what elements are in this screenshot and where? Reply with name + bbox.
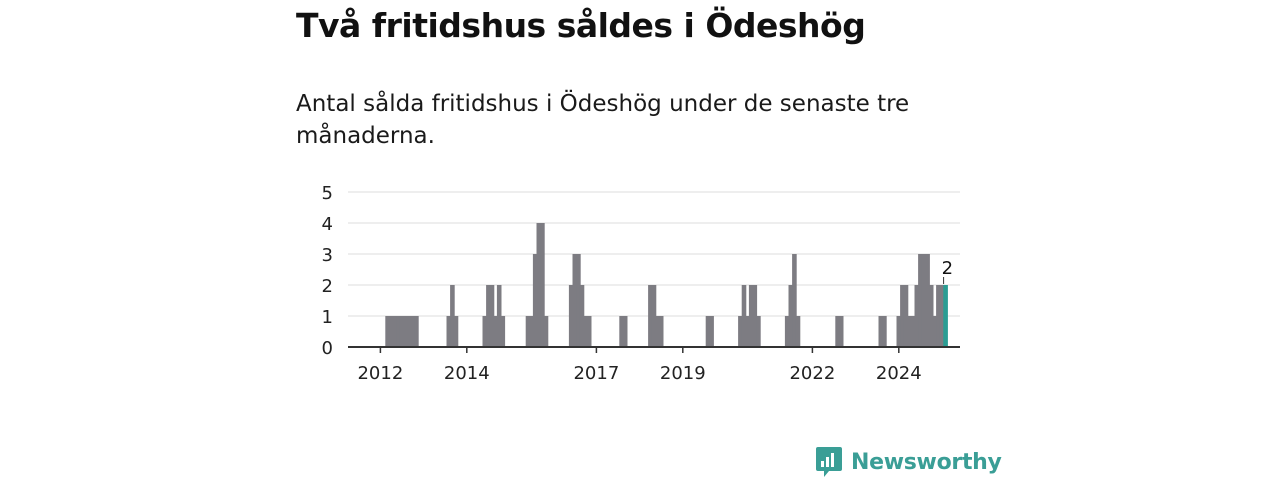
bar — [543, 316, 549, 347]
x-tick-label: 2022 — [789, 363, 835, 384]
bar — [792, 254, 797, 347]
bar — [752, 285, 758, 347]
page-title: Två fritidshus såldes i Ödeshög — [296, 6, 866, 45]
bar — [579, 285, 585, 347]
bar — [756, 316, 761, 347]
y-tick-label: 0 — [322, 338, 333, 359]
bar — [446, 316, 452, 347]
bar — [655, 316, 660, 347]
bar — [838, 316, 844, 347]
bar — [486, 285, 491, 347]
bar — [500, 316, 506, 347]
bar — [572, 254, 578, 347]
bar — [622, 316, 628, 347]
bar — [921, 254, 927, 347]
bar — [738, 316, 743, 347]
bar — [576, 254, 581, 347]
newsworthy-logo-icon — [816, 447, 842, 477]
bar — [784, 316, 790, 347]
bar — [532, 254, 538, 347]
bar — [900, 285, 905, 347]
bar — [403, 316, 408, 347]
bar — [910, 316, 916, 347]
bar — [536, 223, 542, 347]
bar — [896, 316, 902, 347]
bar — [932, 316, 938, 347]
bar — [399, 316, 405, 347]
bar — [939, 285, 945, 347]
bar — [453, 316, 459, 347]
bar — [651, 285, 657, 347]
bar — [493, 316, 498, 347]
page-subtitle: Antal sålda fritidshus i Ödeshög under d… — [296, 91, 910, 149]
bar — [450, 285, 455, 347]
bar — [748, 285, 754, 347]
bar — [741, 285, 747, 347]
bar — [882, 316, 887, 347]
bar — [414, 316, 419, 347]
bar — [540, 223, 545, 347]
bar — [619, 316, 624, 347]
bar — [903, 285, 909, 347]
x-tick-label: 2024 — [876, 363, 922, 384]
bar — [918, 254, 923, 347]
bar — [788, 285, 794, 347]
bar — [489, 285, 495, 347]
bar — [795, 316, 801, 347]
bar — [482, 316, 488, 347]
x-tick-label: 2014 — [444, 363, 490, 384]
bar — [529, 316, 534, 347]
bar — [835, 316, 840, 347]
bar-chart: 0 1 2 3 4 5 2 2012 2014 2017 2019 2022 2024 — [322, 183, 960, 384]
brand-logo: Newsworthy — [815, 446, 1002, 478]
bar — [392, 316, 398, 347]
bar — [568, 285, 574, 347]
bar — [410, 316, 416, 347]
bar — [705, 316, 711, 347]
bar — [583, 316, 588, 347]
bar — [745, 316, 750, 347]
bar — [925, 254, 930, 347]
y-tick-label: 3 — [322, 245, 333, 266]
bar — [914, 285, 920, 347]
bar — [907, 316, 912, 347]
y-tick-label: 4 — [322, 214, 333, 235]
bar — [658, 316, 664, 347]
bar — [496, 285, 502, 347]
bar — [525, 316, 531, 347]
bar — [396, 316, 401, 347]
y-tick-label: 2 — [322, 276, 333, 297]
highlighted-bar — [943, 285, 948, 347]
bar — [385, 316, 390, 347]
bar — [388, 316, 394, 347]
bar — [878, 316, 884, 347]
x-tick-label: 2017 — [573, 363, 619, 384]
bar — [936, 285, 941, 347]
x-tick-label: 2019 — [660, 363, 706, 384]
bar — [586, 316, 592, 347]
bar — [709, 316, 714, 347]
x-tick-label: 2012 — [357, 363, 403, 384]
y-tick-label: 1 — [322, 307, 333, 328]
bar — [648, 285, 653, 347]
y-tick-label: 5 — [322, 183, 333, 204]
bar — [406, 316, 412, 347]
data-label: 2 — [942, 258, 953, 279]
bar — [928, 285, 934, 347]
brand-name: Newsworthy — [851, 449, 1002, 475]
